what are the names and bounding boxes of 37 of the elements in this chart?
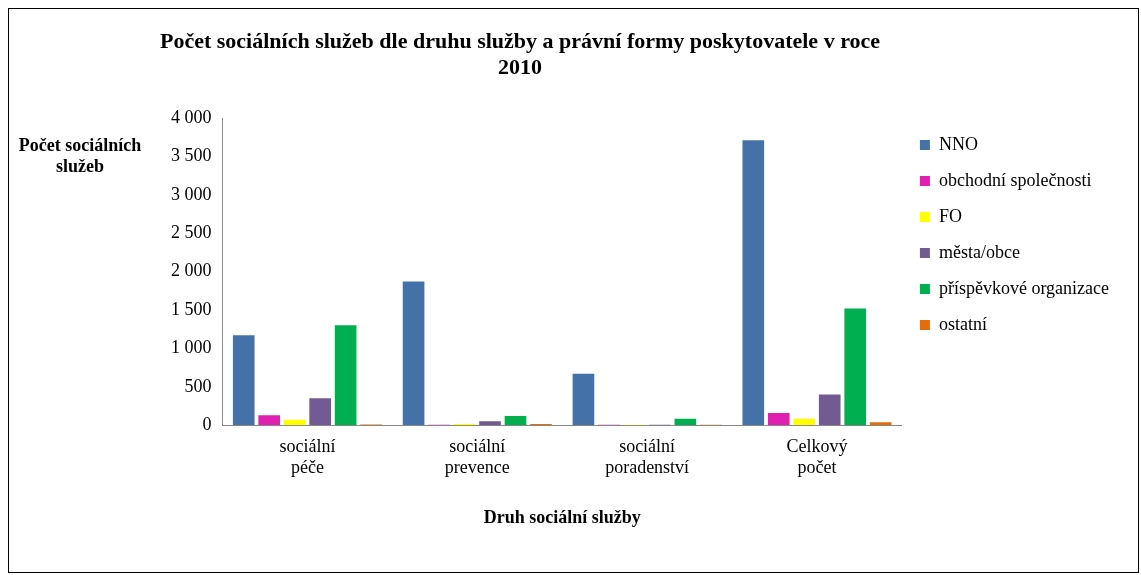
legend-label: ostatní bbox=[938, 313, 987, 334]
bar bbox=[504, 415, 527, 426]
y-tick-label: 4 000 bbox=[171, 106, 212, 127]
bar bbox=[869, 422, 892, 426]
bar bbox=[402, 281, 425, 426]
y-tick-label: 1 500 bbox=[171, 298, 212, 319]
bar bbox=[232, 335, 255, 426]
bar bbox=[334, 325, 357, 426]
bar bbox=[793, 418, 816, 426]
x-tick-label: sociální poradenství bbox=[605, 435, 690, 478]
bar bbox=[309, 398, 331, 426]
x-tick-label: Celkový počet bbox=[786, 435, 848, 478]
bar bbox=[283, 419, 306, 426]
y-tick-label: 500 bbox=[184, 375, 212, 396]
bar bbox=[258, 415, 281, 426]
y-axis-title: Počet sociálních služeb bbox=[17, 135, 143, 177]
x-tick-label: sociální péče bbox=[279, 435, 336, 478]
y-tick-label: 0 bbox=[202, 413, 212, 434]
x-axis-title: Druh sociální služby bbox=[483, 506, 641, 527]
y-tick-label: 1 000 bbox=[171, 337, 212, 358]
legend-label: města/obce bbox=[938, 241, 1020, 262]
legend-label: NNO bbox=[938, 133, 978, 154]
x-tick-label: sociální prevence bbox=[444, 435, 510, 478]
y-tick-label: 2 000 bbox=[171, 260, 212, 281]
bar bbox=[479, 421, 501, 426]
y-tick-label: 2 500 bbox=[171, 221, 212, 242]
legend-label: FO bbox=[938, 205, 962, 226]
bar bbox=[844, 308, 867, 426]
chart-title: Počet sociálních služeb dle druhu služby a právní formy poskytovatele v roce 2010 bbox=[158, 28, 882, 80]
legend-label: příspěvkové organizace bbox=[938, 277, 1110, 298]
legend-label: obchodní společnosti bbox=[938, 169, 1092, 190]
y-tick-label: 3 500 bbox=[171, 145, 212, 166]
bar bbox=[572, 373, 595, 426]
y-tick-label: 3 000 bbox=[171, 183, 212, 204]
bar bbox=[742, 140, 765, 426]
bar bbox=[767, 412, 790, 426]
bar bbox=[818, 394, 841, 426]
